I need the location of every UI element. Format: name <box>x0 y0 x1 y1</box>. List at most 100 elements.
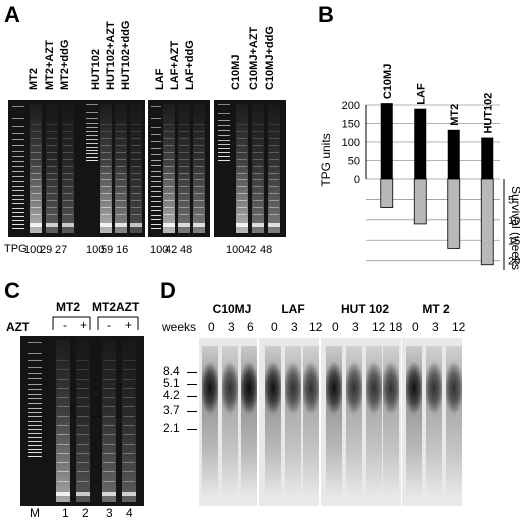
smear-band <box>103 452 115 454</box>
smear-band <box>269 158 279 160</box>
smear-band <box>116 137 126 139</box>
ladder-band <box>151 106 161 107</box>
ladder-band <box>151 118 161 120</box>
ladder-band <box>218 160 230 161</box>
azt-row-label: AZT <box>6 320 30 334</box>
smear-band <box>31 207 41 209</box>
smear-band <box>47 124 57 125</box>
smear-band <box>194 200 204 202</box>
lane-bottom-band <box>46 223 58 227</box>
smear-band <box>269 207 279 209</box>
smear-band <box>164 151 174 153</box>
smear-band <box>57 471 69 473</box>
lane-bottom-band <box>163 223 175 227</box>
smear-band <box>57 452 69 454</box>
smear-band <box>101 172 111 174</box>
tpg-row-label: TPG <box>4 243 27 255</box>
smear-band <box>131 165 141 167</box>
lane-label: LAF <box>154 68 166 90</box>
smear-band <box>47 207 57 209</box>
ladder-band <box>12 161 24 163</box>
tpg-value: 42 <box>244 244 257 256</box>
ladder-band <box>28 403 42 404</box>
ladder-band <box>12 180 24 182</box>
smear-band <box>101 165 111 167</box>
y2-tick-label: 5 <box>508 194 514 206</box>
smear-band <box>77 480 89 482</box>
smear-band <box>47 144 57 146</box>
smear-band <box>194 179 204 181</box>
week-label: 6 <box>247 320 254 334</box>
blot-title: LAF <box>281 302 305 316</box>
ladder-band <box>28 366 42 368</box>
smear-band <box>103 387 115 389</box>
ladder-band <box>28 456 42 457</box>
ladder-band <box>28 393 42 395</box>
smear-band <box>131 207 141 209</box>
smear-band <box>77 434 89 436</box>
smear-band <box>77 397 89 399</box>
weeks-label: weeks <box>162 320 197 334</box>
lane-label: M <box>30 506 40 520</box>
gel-mt2 <box>8 100 84 237</box>
survival-bar <box>480 178 494 266</box>
panel-a-letter: A <box>4 2 20 27</box>
smear-band <box>131 144 141 146</box>
smear-band <box>31 144 41 146</box>
lane-label: C10MJ <box>230 54 242 90</box>
tpg-bar <box>481 137 494 179</box>
smear-band <box>57 443 69 445</box>
smear-band <box>194 124 204 125</box>
ladder-band <box>12 203 24 205</box>
smear-band <box>31 186 41 188</box>
ladder-band <box>28 412 42 413</box>
ladder-band <box>28 444 42 446</box>
ladder-band <box>12 156 24 157</box>
lane-smear <box>122 340 136 502</box>
survival-bar <box>413 178 427 225</box>
ladder-band <box>86 150 98 151</box>
ladder-band <box>28 416 42 418</box>
smear-band <box>237 179 247 181</box>
smear-band <box>47 158 57 160</box>
smear-band <box>47 179 57 181</box>
smear-band <box>164 193 174 195</box>
smear-band <box>269 137 279 139</box>
smear-band <box>63 214 73 216</box>
smear-band <box>131 151 141 153</box>
smear-band <box>116 207 126 209</box>
ladder-band <box>218 119 230 121</box>
smear-band <box>103 480 115 482</box>
tpg-value: 100 <box>226 244 245 256</box>
week-label: 0 <box>332 320 339 334</box>
smear-band <box>269 200 279 202</box>
smear-band <box>57 406 69 408</box>
ladder-band <box>12 117 24 119</box>
smear-band <box>77 369 89 371</box>
lane-smear <box>46 104 58 233</box>
smear-band <box>269 179 279 181</box>
smear-band <box>77 360 89 361</box>
ladder-band <box>12 207 24 209</box>
y2-tick-label: 15 <box>508 235 520 247</box>
smear-band <box>47 193 57 195</box>
ladder-band <box>218 113 230 115</box>
ladder-band <box>28 428 42 430</box>
tpg-bar <box>380 103 393 179</box>
week-label: 12 <box>309 320 323 334</box>
smear-band <box>179 151 189 153</box>
blot-lane-smear <box>406 346 422 496</box>
blot-image <box>321 338 401 506</box>
ladder-band <box>151 223 161 225</box>
smear-band <box>237 186 247 188</box>
ladder-band <box>12 215 24 217</box>
blot-lane-smear <box>326 346 342 496</box>
smear-band <box>253 214 263 216</box>
ladder-band <box>218 125 230 127</box>
smear-band <box>237 214 247 216</box>
ladder-band <box>151 186 161 188</box>
smear-band <box>164 144 174 146</box>
ladder-band <box>151 165 161 167</box>
y-tick-label: 150 <box>342 119 360 131</box>
ladder-band <box>86 156 98 158</box>
